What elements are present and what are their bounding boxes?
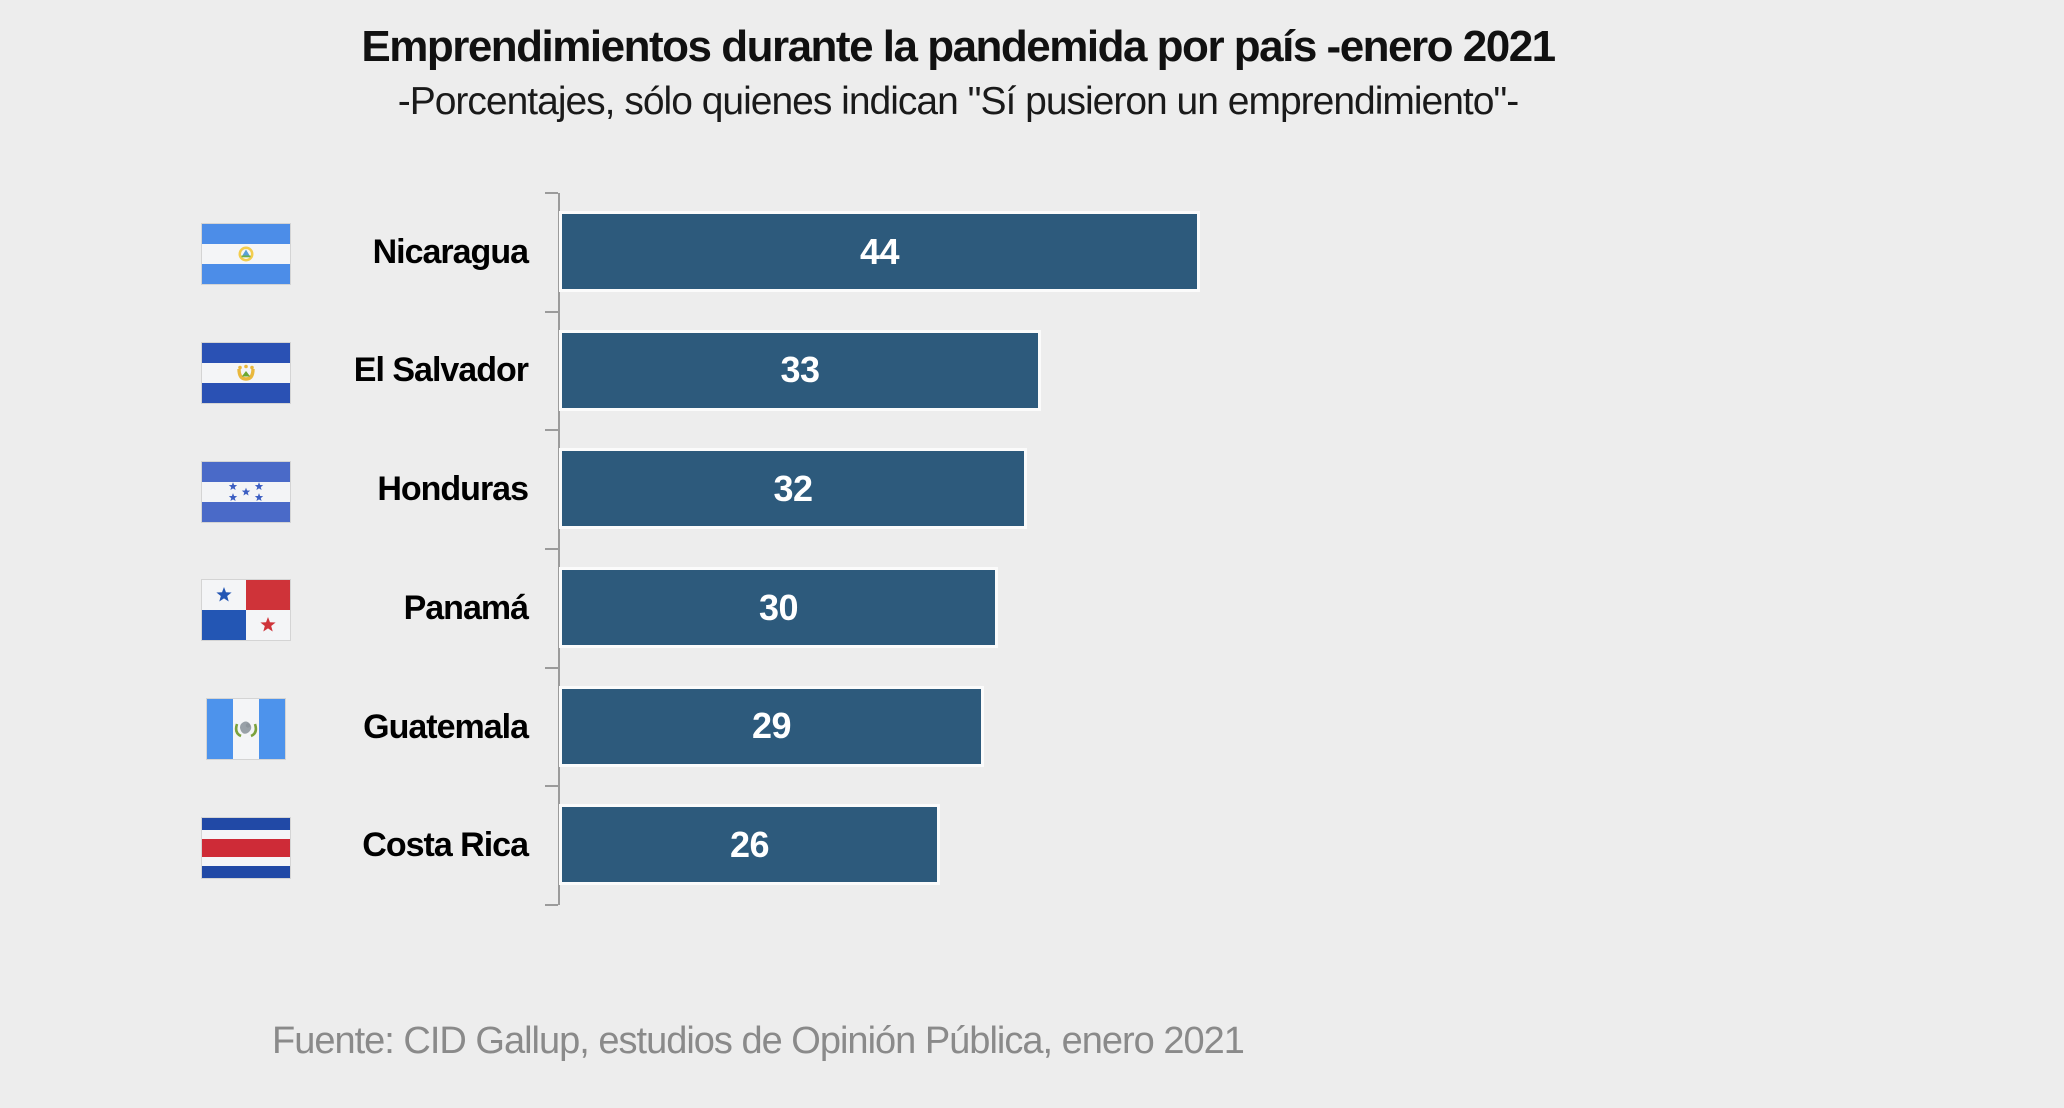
chart-header: Emprendimientos durante la pandemida por… — [0, 22, 1916, 124]
costa-rica-flag-icon — [202, 817, 290, 878]
chart-row: Honduras 32 — [0, 430, 2064, 549]
category-label: Nicaragua — [372, 232, 529, 271]
bar-value-label: 44 — [859, 230, 900, 272]
honduras-flag-icon — [202, 461, 290, 522]
y-axis-tick — [545, 785, 558, 787]
bar-el-salvador: 33 — [562, 332, 1038, 408]
nicaragua-flag-icon — [202, 224, 290, 285]
category-label: Guatemala — [363, 707, 529, 746]
guatemala-flag-icon — [207, 699, 285, 759]
chart-row: Panamá 30 — [0, 549, 2064, 668]
y-axis-line — [558, 193, 560, 905]
chart-row: Nicaragua 44 — [0, 193, 2064, 312]
chart-subtitle: -Porcentajes, sólo quienes indican "Sí p… — [397, 79, 1520, 123]
bar-value-label: 33 — [780, 349, 820, 391]
bar-nicaragua: 44 — [562, 214, 1197, 289]
bar-costa-rica: 26 — [562, 807, 937, 883]
category-label: Honduras — [377, 470, 529, 509]
category-label: El Salvador — [353, 351, 529, 390]
bar-panamá: 30 — [562, 570, 995, 645]
bar-value-label: 30 — [758, 586, 799, 628]
category-label: Costa Rica — [362, 826, 529, 865]
category-label: Panamá — [403, 588, 529, 627]
panama-flag-icon — [202, 580, 290, 641]
chart-row: El Salvador 33 — [0, 312, 2064, 431]
y-axis-tick — [545, 192, 558, 194]
bar-value-label: 29 — [751, 705, 792, 747]
y-axis-tick — [545, 904, 558, 906]
y-axis-tick — [545, 429, 558, 431]
bar-value-label: 32 — [773, 467, 813, 509]
bar-guatemala: 29 — [562, 688, 981, 764]
chart-row: Costa Rica 26 — [0, 786, 2064, 905]
y-axis-tick — [545, 667, 558, 669]
y-axis-tick — [545, 548, 558, 550]
el-salvador-flag-icon — [202, 342, 290, 403]
bar-honduras: 32 — [562, 451, 1024, 527]
chart-title: Emprendimientos durante la pandemida por… — [361, 22, 1556, 71]
bar-value-label: 26 — [729, 823, 770, 865]
chart-row: Guatemala 29 — [0, 668, 2064, 787]
y-axis-tick — [545, 311, 558, 313]
source-note: Fuente: CID Gallup, estudios de Opinión … — [272, 1020, 1245, 1062]
bar-chart-plot-area: Nicaragua 44 El Salvador 33 Honduras 32 Panamá… — [0, 192, 2064, 906]
